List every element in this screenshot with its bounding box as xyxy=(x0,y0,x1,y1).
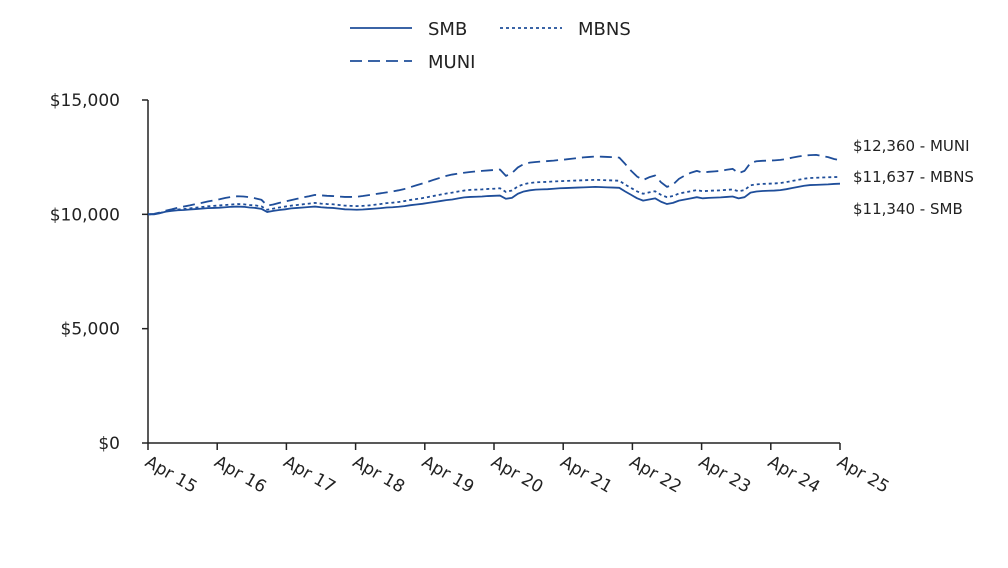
y-tick-label: $15,000 xyxy=(50,91,120,111)
x-tick-label: Apr 18 xyxy=(349,452,408,498)
legend-label-smb: SMB xyxy=(428,19,467,40)
end-label-mbns: $11,637 - MBNS xyxy=(853,168,974,186)
x-tick-label: Apr 23 xyxy=(695,452,754,498)
legend-label-muni: MUNI xyxy=(428,52,475,73)
end-labels: $11,340 - SMB $11,637 - MBNS $12,360 - MUN… xyxy=(853,137,974,218)
axes: $0 $5,000 $10,000 $15,000 Apr 15 Apr 16 Apr 17… xyxy=(50,91,893,498)
series-line-mbns xyxy=(147,176,841,216)
series-group xyxy=(147,153,841,216)
series-line-muni xyxy=(147,153,841,216)
x-tick-label: Apr 21 xyxy=(557,452,616,498)
x-tick-label: Apr 17 xyxy=(280,452,339,498)
series-line-smb xyxy=(148,182,841,216)
y-tick-label: $5,000 xyxy=(61,320,120,340)
legend-label-mbns: MBNS xyxy=(578,19,631,40)
x-tick-label: Apr 15 xyxy=(142,452,201,498)
x-tick-label: Apr 19 xyxy=(418,452,477,498)
end-label-muni: $12,360 - MUNI xyxy=(853,137,970,155)
x-tick-label: Apr 16 xyxy=(211,452,270,498)
x-tick-label: Apr 24 xyxy=(764,452,823,498)
y-tick-label: $10,000 xyxy=(50,205,120,225)
x-tick-label: Apr 22 xyxy=(626,452,685,498)
end-label-smb: $11,340 - SMB xyxy=(853,200,963,218)
x-tick-label: Apr 20 xyxy=(488,452,547,498)
x-tick-label: Apr 25 xyxy=(834,452,893,498)
y-tick-label: $0 xyxy=(98,434,120,454)
legend: SMB MBNS MUNI xyxy=(350,19,631,73)
